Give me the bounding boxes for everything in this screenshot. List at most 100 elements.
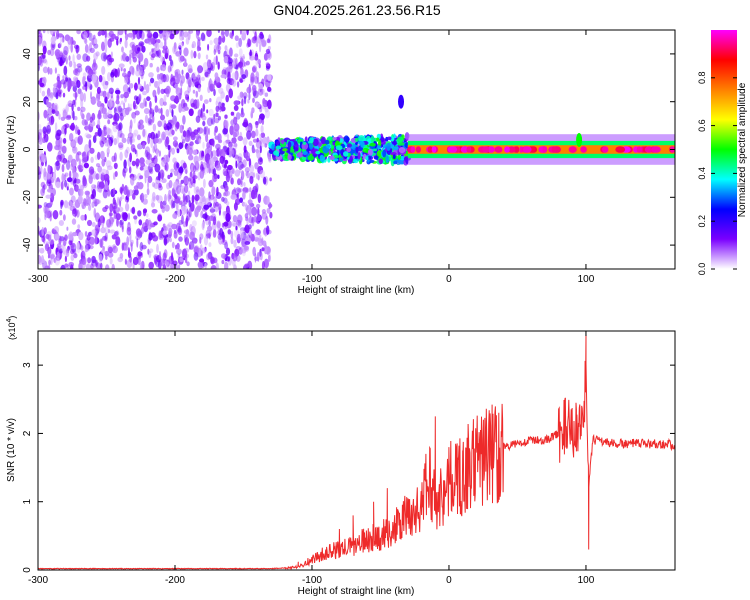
heatmap-cell xyxy=(244,241,251,245)
heatmap-cell xyxy=(112,245,118,254)
heatmap-cell xyxy=(178,42,184,48)
heatmap-cell xyxy=(70,139,77,149)
heatmap-cell xyxy=(99,140,103,145)
heatmap-cell xyxy=(119,196,123,202)
heatmap-cell xyxy=(244,224,250,234)
heatmap-cell xyxy=(115,213,121,221)
heatmap-cell xyxy=(324,139,330,145)
heatmap-cell xyxy=(269,177,272,182)
heatmap-cell xyxy=(251,107,255,114)
heatmap-cell xyxy=(234,53,239,58)
heatmap-cell xyxy=(50,30,56,36)
heatmap-cell xyxy=(182,162,187,169)
heatmap-cell xyxy=(147,153,152,161)
heatmap-cell xyxy=(239,30,242,35)
heatmap-cell xyxy=(54,67,58,74)
heatmap-cell xyxy=(69,125,75,130)
heatmap-cell xyxy=(120,67,123,72)
heatmap-cell xyxy=(59,52,64,57)
heatmap-cell xyxy=(172,260,178,266)
heatmap-cell xyxy=(192,89,196,94)
heatmap-cell xyxy=(176,242,180,250)
heatmap-cell xyxy=(91,184,97,189)
heatmap-cell xyxy=(114,89,121,95)
heatmap-cell xyxy=(98,253,103,263)
x-tick-label: -100 xyxy=(302,274,322,285)
heatmap-cell xyxy=(90,169,95,174)
heatmap-cell xyxy=(114,171,118,177)
heatmap-cell xyxy=(367,148,373,156)
heatmap-cell xyxy=(64,179,67,188)
heatmap-cell xyxy=(280,139,285,145)
heatmap-cell xyxy=(209,59,212,65)
heatmap-cell xyxy=(213,37,220,45)
heatmap-cell xyxy=(185,194,191,203)
heatmap-cell xyxy=(73,116,78,121)
heatmap-cell xyxy=(172,200,176,209)
heatmap-cell xyxy=(235,225,238,231)
heatmap-cell xyxy=(186,208,189,215)
colorbar-tick-label: 0.6 xyxy=(697,119,707,132)
heatmap-cell xyxy=(98,109,101,120)
heatmap-cell xyxy=(239,165,242,174)
heatmap-cell xyxy=(86,234,91,241)
heatmap-cell xyxy=(220,30,224,39)
x-tick-label: 100 xyxy=(578,575,595,586)
heatmap-cell xyxy=(121,46,124,53)
heatmap-cell xyxy=(222,237,225,243)
heatmap-cell xyxy=(265,62,270,67)
heatmap-cell xyxy=(233,202,238,211)
heatmap-cell xyxy=(79,91,84,102)
heatmap-cell xyxy=(201,197,207,205)
heatmap-cell xyxy=(157,120,163,128)
heatmap-cell xyxy=(54,234,60,240)
heatmap-cell xyxy=(132,30,136,40)
heatmap-cell xyxy=(139,166,144,171)
heatmap-cell xyxy=(260,138,265,148)
heatmap-cell xyxy=(294,147,299,152)
heatmap-cell xyxy=(259,34,265,39)
heatmap-cell xyxy=(253,90,259,99)
heatmap-cell xyxy=(210,116,215,125)
heatmap-cell xyxy=(120,187,123,195)
heatmap-cell xyxy=(392,146,400,151)
heatmap-cell xyxy=(54,257,60,266)
heatmap-cell xyxy=(146,213,149,218)
heatmap-cell xyxy=(107,107,112,118)
heatmap-cell xyxy=(161,172,164,180)
heatmap-cell xyxy=(63,158,67,165)
heatmap-cell xyxy=(243,182,246,187)
heatmap-cell xyxy=(130,176,135,186)
heatmap-cell xyxy=(38,124,42,129)
heatmap-cell xyxy=(246,130,252,140)
heatmap-cell xyxy=(110,71,115,78)
heatmap-cell xyxy=(79,188,84,197)
heatmap-cell xyxy=(209,158,215,166)
y-tick-label: -20 xyxy=(22,190,33,205)
heatmap-cell xyxy=(165,31,171,38)
heatmap-cell xyxy=(168,227,173,235)
heatmap-cell xyxy=(97,127,102,137)
heatmap-cell xyxy=(154,105,159,113)
heatmap-cell xyxy=(224,159,229,165)
heatmap-cell xyxy=(164,193,167,204)
snr-y-scale-base: (x10 xyxy=(7,322,17,340)
heatmap-cell xyxy=(237,95,242,100)
heatmap-cell xyxy=(179,30,182,37)
heatmap-cell xyxy=(196,205,202,211)
heatmap-cell xyxy=(181,41,184,46)
heatmap-cell xyxy=(170,59,173,67)
heatmap-cell xyxy=(128,86,131,93)
heatmap-cell xyxy=(169,33,175,40)
heatmap-cell xyxy=(51,117,55,124)
heatmap-cell xyxy=(134,110,140,116)
heatmap-cell xyxy=(47,188,53,193)
heatmap-cell xyxy=(159,230,163,239)
heatmap-cell xyxy=(197,109,202,118)
heatmap-cell xyxy=(189,171,193,179)
heatmap-cell xyxy=(213,88,216,97)
heatmap-cell xyxy=(144,170,150,178)
heatmap-cell xyxy=(206,142,211,149)
heatmap-cell xyxy=(192,183,196,188)
heatmap-cell xyxy=(188,207,192,218)
